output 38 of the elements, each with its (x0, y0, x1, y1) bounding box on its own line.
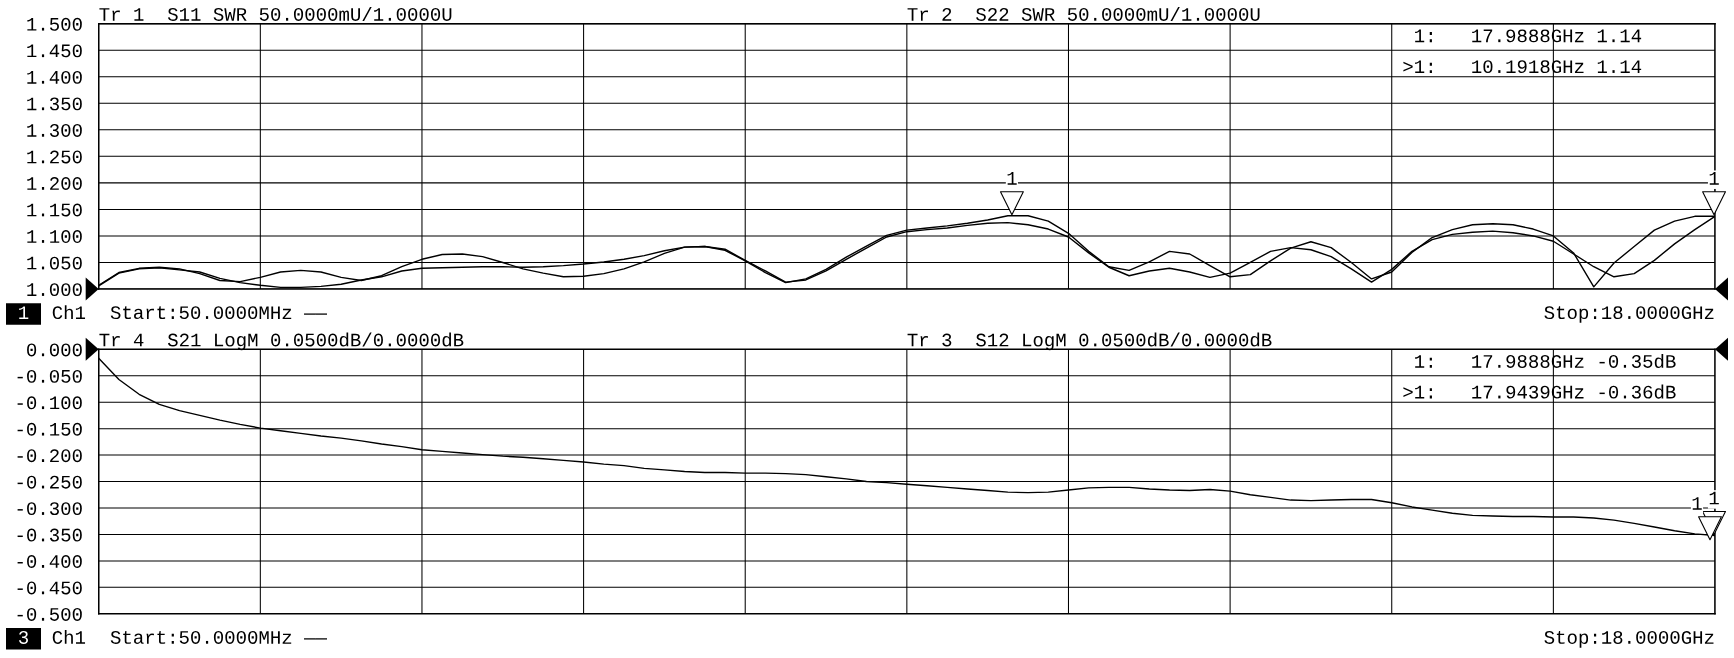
y-tick-label: 1.050 (27, 256, 82, 270)
text: 1 (19, 306, 29, 319)
text: Stop:18.0000GHz (1544, 306, 1714, 323)
annotation: 1 (1709, 172, 1719, 185)
y-tick-label: -0.450 (17, 581, 82, 595)
annotation: Tr 4 S21 LogM 0.0500dB/0.0000dB (99, 332, 464, 351)
y-tick-label: 1.150 (27, 203, 82, 217)
text: Ch1 (52, 305, 86, 320)
annotation: 1 (1692, 497, 1702, 510)
text: Tr 2 S22 SWR 50.0000mU/1.0000U (907, 6, 1260, 21)
text: Start:50.0000MHz —— (110, 306, 328, 320)
y-tick-label: 1.450 (27, 44, 82, 58)
text: Stop:18.0000GHz (1544, 630, 1714, 648)
y-tick-label: 1.400 (27, 70, 82, 84)
y-tick-label: 1.100 (27, 230, 82, 244)
text: 3 (18, 630, 28, 644)
y-tick-label: -0.500 (17, 607, 82, 621)
y-tick-label: 1.250 (27, 150, 82, 164)
y-tick-label: 0.000 (27, 343, 82, 357)
annotation: 1 (1709, 491, 1719, 505)
annotation: Tr 3 S12 LogM 0.0500dB/0.0000dB (907, 332, 1272, 351)
y-tick-label: -0.200 (17, 449, 82, 463)
y-tick-label: -0.250 (17, 475, 82, 489)
y-tick-label: 1.300 (27, 123, 82, 137)
annotation: 1 (1007, 172, 1017, 185)
text: Tr 1 S11 SWR 50.0000mU/1.0000U (99, 6, 452, 21)
y-tick-label: -0.350 (17, 528, 82, 542)
y-tick-label: -0.150 (17, 422, 82, 436)
y-tick-label: 1.500 (27, 17, 82, 31)
text: Ch1 (52, 629, 86, 644)
y-tick-label: 1.000 (27, 283, 82, 297)
y-tick-label: 1.350 (27, 97, 82, 111)
y-tick-label: -0.300 (17, 502, 82, 516)
y-tick-label: -0.050 (17, 369, 82, 383)
y-tick-label: -0.400 (17, 555, 82, 568)
text: Start:50.0000MHz —— (110, 630, 328, 644)
y-tick-label: -0.100 (17, 396, 82, 410)
y-tick-label: 1.200 (27, 177, 82, 190)
